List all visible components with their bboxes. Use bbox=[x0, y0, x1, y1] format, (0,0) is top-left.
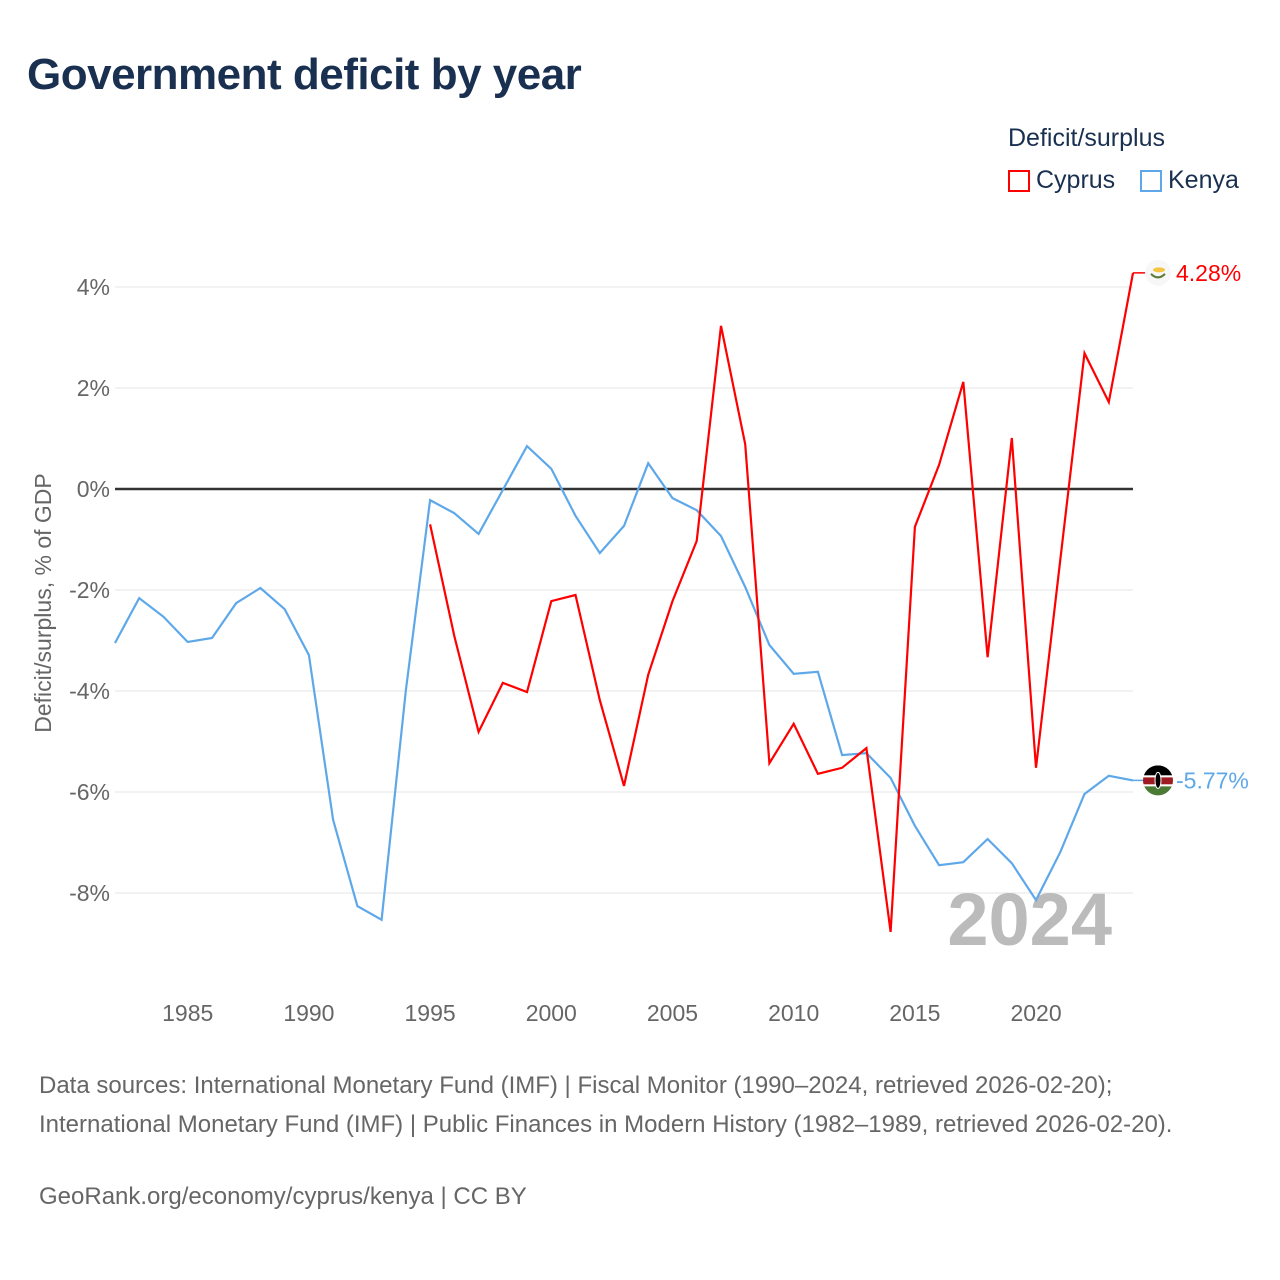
y-tick-label: -4% bbox=[69, 678, 110, 704]
x-tick-label: 1990 bbox=[283, 1000, 334, 1026]
data-sources: Data sources: International Monetary Fun… bbox=[39, 1072, 1173, 1138]
series-line-cyprus bbox=[429, 272, 1135, 933]
cyprus-flag-icon bbox=[1145, 259, 1171, 286]
y-tick-label: -2% bbox=[69, 577, 110, 603]
end-label-kenya: -5.77% bbox=[1176, 767, 1249, 793]
legend-label: Kenya bbox=[1168, 166, 1239, 194]
x-tick-label: 1995 bbox=[405, 1000, 456, 1026]
legend-item-cyprus[interactable]: Cyprus bbox=[1008, 166, 1115, 195]
legend-swatch-cyprus bbox=[1008, 169, 1030, 192]
kenya-flag-icon bbox=[1143, 765, 1173, 796]
legend-item-kenya[interactable]: Kenya bbox=[1140, 166, 1239, 195]
chart-title: Government deficit by year bbox=[27, 50, 582, 99]
y-tick-label: -8% bbox=[69, 880, 110, 906]
cyprus-flag-branches bbox=[1150, 273, 1166, 279]
line-chart: 4% 2% 0% -2% -4% -6% -8% 1985 1990 1995 2000 2005 20… bbox=[30, 259, 1249, 1026]
y-tick-label: 2% bbox=[77, 375, 110, 401]
y-tick-label: 0% bbox=[77, 476, 110, 502]
end-label-cyprus: 4.28% bbox=[1176, 260, 1241, 286]
legend-title: Deficit/surplus bbox=[1008, 124, 1165, 152]
x-tick-label: 2015 bbox=[889, 1000, 940, 1026]
cyprus-flag-map bbox=[1153, 267, 1165, 273]
y-tick-label: -6% bbox=[69, 779, 110, 805]
x-tick-label: 2005 bbox=[647, 1000, 698, 1026]
legend-swatch-kenya bbox=[1140, 169, 1162, 192]
x-tick-label: 2020 bbox=[1010, 1000, 1061, 1026]
y-tick-label: 4% bbox=[77, 274, 110, 300]
x-tick-label: 1985 bbox=[162, 1000, 213, 1026]
y-axis-label: Deficit/surplus, % of GDP bbox=[30, 473, 56, 732]
series-line-kenya bbox=[114, 444, 1134, 922]
legend-label: Cyprus bbox=[1036, 166, 1116, 194]
x-tick-label: 2000 bbox=[526, 1000, 577, 1026]
credit-link[interactable]: GeoRank.org/economy/cyprus/kenya | CC BY bbox=[39, 1183, 527, 1210]
x-tick-label: 2010 bbox=[768, 1000, 819, 1026]
